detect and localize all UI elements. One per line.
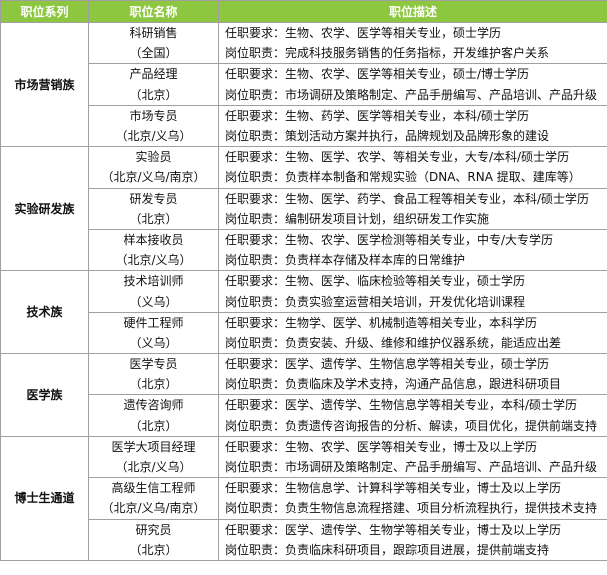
position-title: 硬件工程师 [88,311,219,333]
group-name: 技术族 [0,270,89,354]
group-name: 市场营销族 [0,21,89,148]
row: 高级生信工程师 任职要求：生物信息学、计算科学等相关专业，博士及以上学历 [1,477,607,499]
row: （北京/义乌） 岗位职责：负责样本存储及样本库的日常维护 [1,250,607,272]
position-title: 样本接收员 [88,228,219,251]
header-cell: 职位名称 [88,0,219,23]
position-title: 医学专员 [88,353,219,375]
duty: 岗位职责：负责实验室运营相关培训，开发优化培训课程 [218,291,607,313]
position-location: （北京） [88,374,219,396]
position-location: （北京/义乌/南京） [88,167,219,189]
group-name: 博士生通道 [0,435,89,561]
position-location: （北京/义乌/南京） [88,498,219,520]
duty: 岗位职责：负责安装、升级、维修和维护仪器系统，能适应出差 [218,332,607,354]
row: （北京） 岗位职责：编制研发项目计划，组织研发工作实施 [1,208,607,230]
row: 研究员 任职要求：医学、遗传学、生物学等相关专业，博士及以上学历 [1,518,607,540]
row: 市场专员 任职要求：生物、药学、医学等相关专业，本科/硕士学历 [1,104,607,126]
table-body: 市场营销族 科研销售 任职要求：生物、农学、医学等相关专业，硕士学历 （全国） 岗位职责… [0,21,607,561]
position-location: （义乌） [88,332,219,354]
row: （义乌） 岗位职责：负责安装、升级、维修和维护仪器系统，能适应出差 [1,332,607,354]
header-row: 职位系列 职位名称 职位描述 [0,0,607,23]
position-title: 医学大项目经理 [88,435,219,457]
position-title: 市场专员 [88,104,219,126]
requirement: 任职要求：生物、药学、医学等相关专业，本科/硕士学历 [218,104,607,126]
row: （北京） 岗位职责：负责遗传咨询报告的分析、解读，项目优化，提供前端支持 [1,415,607,437]
position-location: （北京/义乌） [88,250,219,272]
requirement: 任职要求：生物、农学、医学等相关专业，硕士/博士学历 [218,63,607,85]
row: （北京） 岗位职责：市场调研及策略制定、产品手册编写、产品培训、产品升级 [1,84,607,106]
position-location: （北京/义乌） [88,125,219,148]
row: 医学族 医学专员 任职要求：医学、遗传学、生物信息学等相关专业，硕士学历 [0,353,607,437]
header-cell: 职位系列 [0,0,89,23]
position-location: （北京） [88,415,219,437]
position-title: 高级生信工程师 [88,477,219,499]
requirement: 任职要求：生物信息学、计算科学等相关专业，博士及以上学历 [218,477,607,499]
duty: 岗位职责：负责临床及学术支持，沟通产品信息，跟进科研项目 [218,374,607,396]
duty: 岗位职责：负责生物信息流程搭建、项目分析流程执行，提供技术支持 [218,498,607,520]
row: 研发专员 任职要求：生物、医学、药学、食品工程等相关专业，本科/硕士学历 [1,187,607,209]
row: 硬件工程师 任职要求：生物学、医学、机械制造等相关专业，本科学历 [1,311,607,333]
position-title: 研究员 [88,518,219,540]
duty: 岗位职责：市场调研及策略制定、产品手册编写、产品培训、产品升级 [218,84,607,106]
requirement: 任职要求：生物、医学、农学、等相关专业，大专/本科/硕士学历 [218,146,607,168]
position-location: （义乌） [88,291,219,313]
duty: 岗位职责：负责样本制备和常规实验（DNA、RNA 提取、建库等） [218,167,607,189]
requirement: 任职要求：医学、遗传学、生物信息学等相关专业，硕士学历 [218,353,607,375]
duty: 岗位职责：完成科技服务销售的任务指标，开发维护客户关系 [218,43,607,65]
duty: 岗位职责：编制研发项目计划，组织研发工作实施 [218,208,607,230]
duty: 岗位职责：策划活动方案并执行，品牌规划及品牌形象的建设 [218,125,607,148]
row: （北京/义乌） 岗位职责：策划活动方案并执行，品牌规划及品牌形象的建设 [1,125,607,148]
header-cell: 职位描述 [218,0,607,23]
requirement: 任职要求：医学、遗传学、生物信息学等相关专业，本科/硕士学历 [218,394,607,416]
group-name: 医学族 [0,353,89,437]
requirement: 任职要求：生物、医学、临床检验等相关专业，硕士学历 [218,270,607,292]
job-table: 职位系列 职位名称 职位描述 市场营销族 科研销售 任职要求：生物、农学、医学等相关… [0,0,607,561]
position-location: （北京） [88,208,219,230]
position-location: （北京） [88,539,219,561]
position-title: 科研销售 [88,22,219,44]
requirement: 任职要求：生物、农学、医学等相关专业，硕士学历 [218,22,607,44]
position-title: 实验员 [88,146,219,168]
row: （北京） 岗位职责：负责临床及学术支持，沟通产品信息，跟进科研项目 [1,374,607,396]
requirement: 任职要求：生物、农学、医学等相关专业，博士及以上学历 [218,435,607,457]
row: 市场营销族 科研销售 任职要求：生物、农学、医学等相关专业，硕士学历 [0,21,607,148]
group-name: 实验研发族 [0,146,89,272]
row: 技术族 技术培训师 任职要求：生物、医学、临床检验等相关专业，硕士学历 [0,270,607,354]
position-location: （北京） [88,84,219,106]
row: 产品经理 任职要求：生物、农学、医学等相关专业，硕士/博士学历 [1,63,607,85]
position-location: （全国） [88,43,219,65]
row: 实验研发族 实验员 任职要求：生物、医学、农学、等相关专业，大专/本科/硕士学历 [0,146,607,272]
duty: 岗位职责：负责样本存储及样本库的日常维护 [218,250,607,272]
row: （北京） 岗位职责：负责临床科研项目，跟踪项目进展，提供前端支持 [1,539,607,561]
requirement: 任职要求：生物、农学、医学检测等相关专业，中专/大专学历 [218,228,607,251]
row: （义乌） 岗位职责：负责实验室运营相关培训，开发优化培训课程 [1,291,607,313]
row: （北京/义乌/南京） 岗位职责：负责生物信息流程搭建、项目分析流程执行，提供技术支… [1,498,607,520]
row: 样本接收员 任职要求：生物、农学、医学检测等相关专业，中专/大专学历 [1,228,607,251]
row: （北京/义乌） 岗位职责：市场调研及策略制定、产品手册编写、产品培训、产品升级 [1,456,607,479]
position-title: 技术培训师 [88,270,219,292]
row: 博士生通道 医学大项目经理 任职要求：生物、农学、医学等相关专业，博士及以上学历 [0,435,607,561]
duty: 岗位职责：市场调研及策略制定、产品手册编写、产品培训、产品升级 [218,456,607,479]
requirement: 任职要求：医学、遗传学、生物学等相关专业，博士及以上学历 [218,518,607,540]
requirement: 任职要求：生物、医学、药学、食品工程等相关专业，本科/硕士学历 [218,187,607,209]
duty: 岗位职责：负责遗传咨询报告的分析、解读，项目优化，提供前端支持 [218,415,607,437]
position-location: （北京/义乌） [88,456,219,479]
row: （全国） 岗位职责：完成科技服务销售的任务指标，开发维护客户关系 [1,43,607,65]
position-title: 遗传咨询师 [88,394,219,416]
row: （北京/义乌/南京） 岗位职责：负责样本制备和常规实验（DNA、RNA 提取、建库… [1,167,607,189]
row: 遗传咨询师 任职要求：医学、遗传学、生物信息学等相关专业，本科/硕士学历 [1,394,607,416]
requirement: 任职要求：生物学、医学、机械制造等相关专业，本科学历 [218,311,607,333]
position-title: 产品经理 [88,63,219,85]
duty: 岗位职责：负责临床科研项目，跟踪项目进展，提供前端支持 [218,539,607,561]
position-title: 研发专员 [88,187,219,209]
